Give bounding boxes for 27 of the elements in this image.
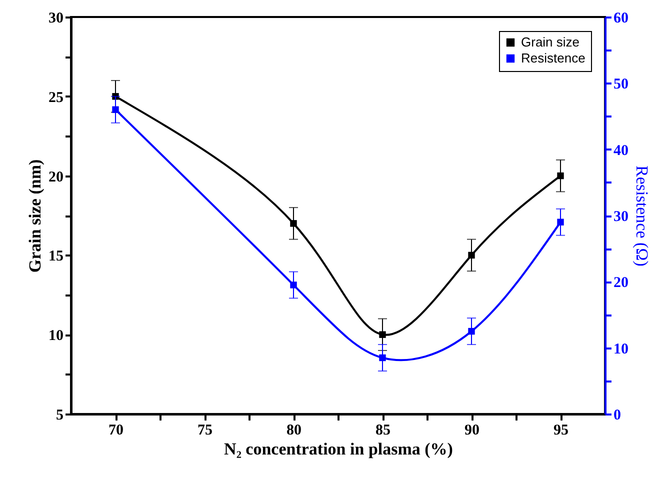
y2-tick-label: 20 xyxy=(614,275,628,292)
x-tick-label: 95 xyxy=(554,422,568,438)
legend-label: Resistence xyxy=(521,50,586,66)
y2-axis-title: Resistence (Ω) xyxy=(632,166,652,266)
y-tick-label: 20 xyxy=(48,169,64,186)
y-tick-label: 15 xyxy=(48,248,64,265)
y2-tick-label: 60 xyxy=(614,10,628,26)
point xyxy=(290,282,297,288)
y-tick-label: 30 xyxy=(48,10,64,26)
x-tick-label: 70 xyxy=(108,422,124,438)
x-tick-label: 90 xyxy=(464,422,480,438)
x-tick-label: 75 xyxy=(198,422,212,438)
point xyxy=(290,220,297,227)
y-tick-label: 10 xyxy=(48,328,64,344)
x-axis-title: N₂ concentration in plasma (%) xyxy=(224,440,453,458)
y2-tick-label: 30 xyxy=(614,209,628,225)
y-axis-title: Grain size (nm) xyxy=(26,159,44,273)
x-tick-label: 80 xyxy=(286,422,302,438)
y-tick-label: 5 xyxy=(56,408,64,424)
legend-label: Grain size xyxy=(521,34,580,50)
x-tick-label: 85 xyxy=(376,422,390,438)
y-tick-label: 25 xyxy=(48,90,64,106)
y2-tick-label: 10 xyxy=(614,341,628,358)
point xyxy=(379,331,386,338)
y2-tick-label: 40 xyxy=(614,142,628,159)
y2-tick-label: 0 xyxy=(614,408,621,424)
y2-tick-label: 50 xyxy=(614,76,628,93)
